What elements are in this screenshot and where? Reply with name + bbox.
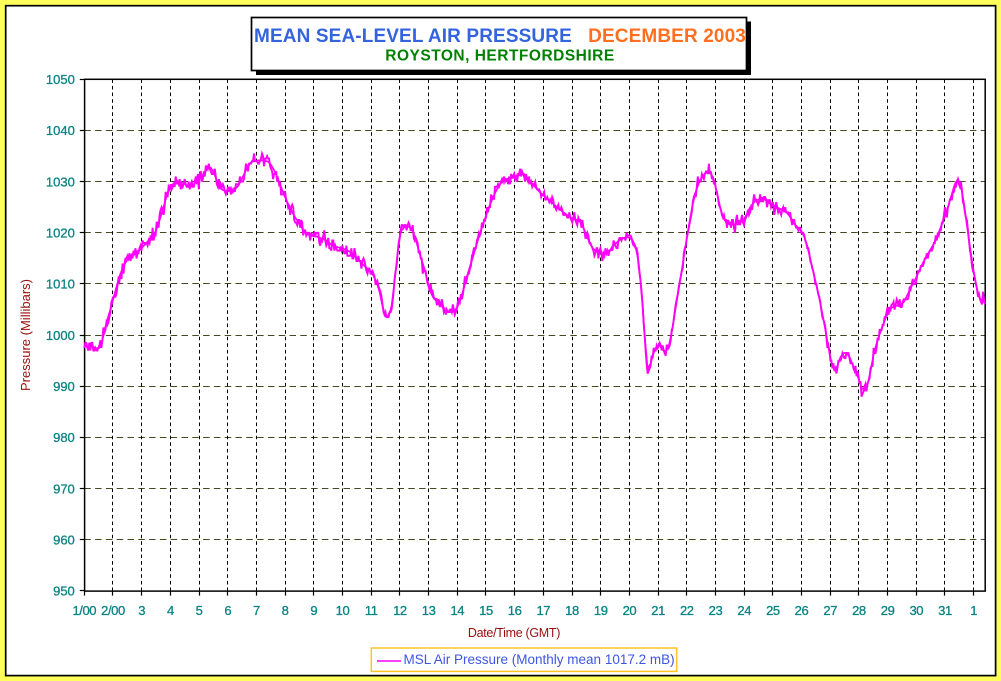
svg-text:3: 3 xyxy=(138,603,145,618)
svg-text:28: 28 xyxy=(852,603,866,618)
svg-text:27: 27 xyxy=(823,603,837,618)
svg-text:950: 950 xyxy=(53,584,75,599)
svg-text:1050: 1050 xyxy=(46,72,75,87)
svg-text:4: 4 xyxy=(167,603,174,618)
svg-text:7: 7 xyxy=(253,603,260,618)
svg-text:MSL Air Pressure (Monthly mean: MSL Air Pressure (Monthly mean 1017.2 mB… xyxy=(404,652,675,667)
svg-text:970: 970 xyxy=(53,481,75,496)
svg-text:24: 24 xyxy=(737,603,751,618)
svg-text:18: 18 xyxy=(565,603,579,618)
svg-text:10: 10 xyxy=(336,603,350,618)
svg-text:9: 9 xyxy=(310,603,317,618)
svg-text:MEAN SEA-LEVEL AIR PRESSURE: MEAN SEA-LEVEL AIR PRESSURE DECEMBER 200… xyxy=(254,26,746,47)
svg-text:960: 960 xyxy=(53,533,75,548)
svg-text:1000: 1000 xyxy=(46,328,75,343)
svg-text:21: 21 xyxy=(651,603,665,618)
svg-text:12: 12 xyxy=(393,603,407,618)
svg-text:19: 19 xyxy=(594,603,608,618)
svg-text:6: 6 xyxy=(224,603,231,618)
svg-text:20: 20 xyxy=(623,603,637,618)
svg-text:1030: 1030 xyxy=(46,174,75,189)
svg-text:23: 23 xyxy=(709,603,723,618)
svg-text:1020: 1020 xyxy=(46,226,75,241)
svg-text:Date/Time (GMT): Date/Time (GMT) xyxy=(468,626,560,640)
svg-text:30: 30 xyxy=(909,603,923,618)
svg-text:1/00: 1/00 xyxy=(72,603,96,618)
svg-text:16: 16 xyxy=(508,603,522,618)
svg-text:2/00: 2/00 xyxy=(101,603,125,618)
svg-text:1: 1 xyxy=(970,603,977,618)
svg-text:ROYSTON, HERTFORDSHIRE: ROYSTON, HERTFORDSHIRE xyxy=(385,48,614,65)
svg-text:15: 15 xyxy=(479,603,493,618)
svg-text:5: 5 xyxy=(196,603,203,618)
svg-text:1010: 1010 xyxy=(46,277,75,292)
svg-text:25: 25 xyxy=(766,603,780,618)
svg-text:26: 26 xyxy=(795,603,809,618)
svg-text:Pressure (Millibars): Pressure (Millibars) xyxy=(18,279,33,391)
svg-text:13: 13 xyxy=(422,603,436,618)
svg-text:1040: 1040 xyxy=(46,123,75,138)
svg-text:980: 980 xyxy=(53,430,75,445)
svg-text:14: 14 xyxy=(450,603,464,618)
svg-text:17: 17 xyxy=(536,603,550,618)
svg-text:29: 29 xyxy=(881,603,895,618)
svg-text:990: 990 xyxy=(53,379,75,394)
svg-text:8: 8 xyxy=(282,603,289,618)
svg-text:22: 22 xyxy=(680,603,694,618)
svg-text:31: 31 xyxy=(938,603,952,618)
svg-text:11: 11 xyxy=(365,603,378,618)
